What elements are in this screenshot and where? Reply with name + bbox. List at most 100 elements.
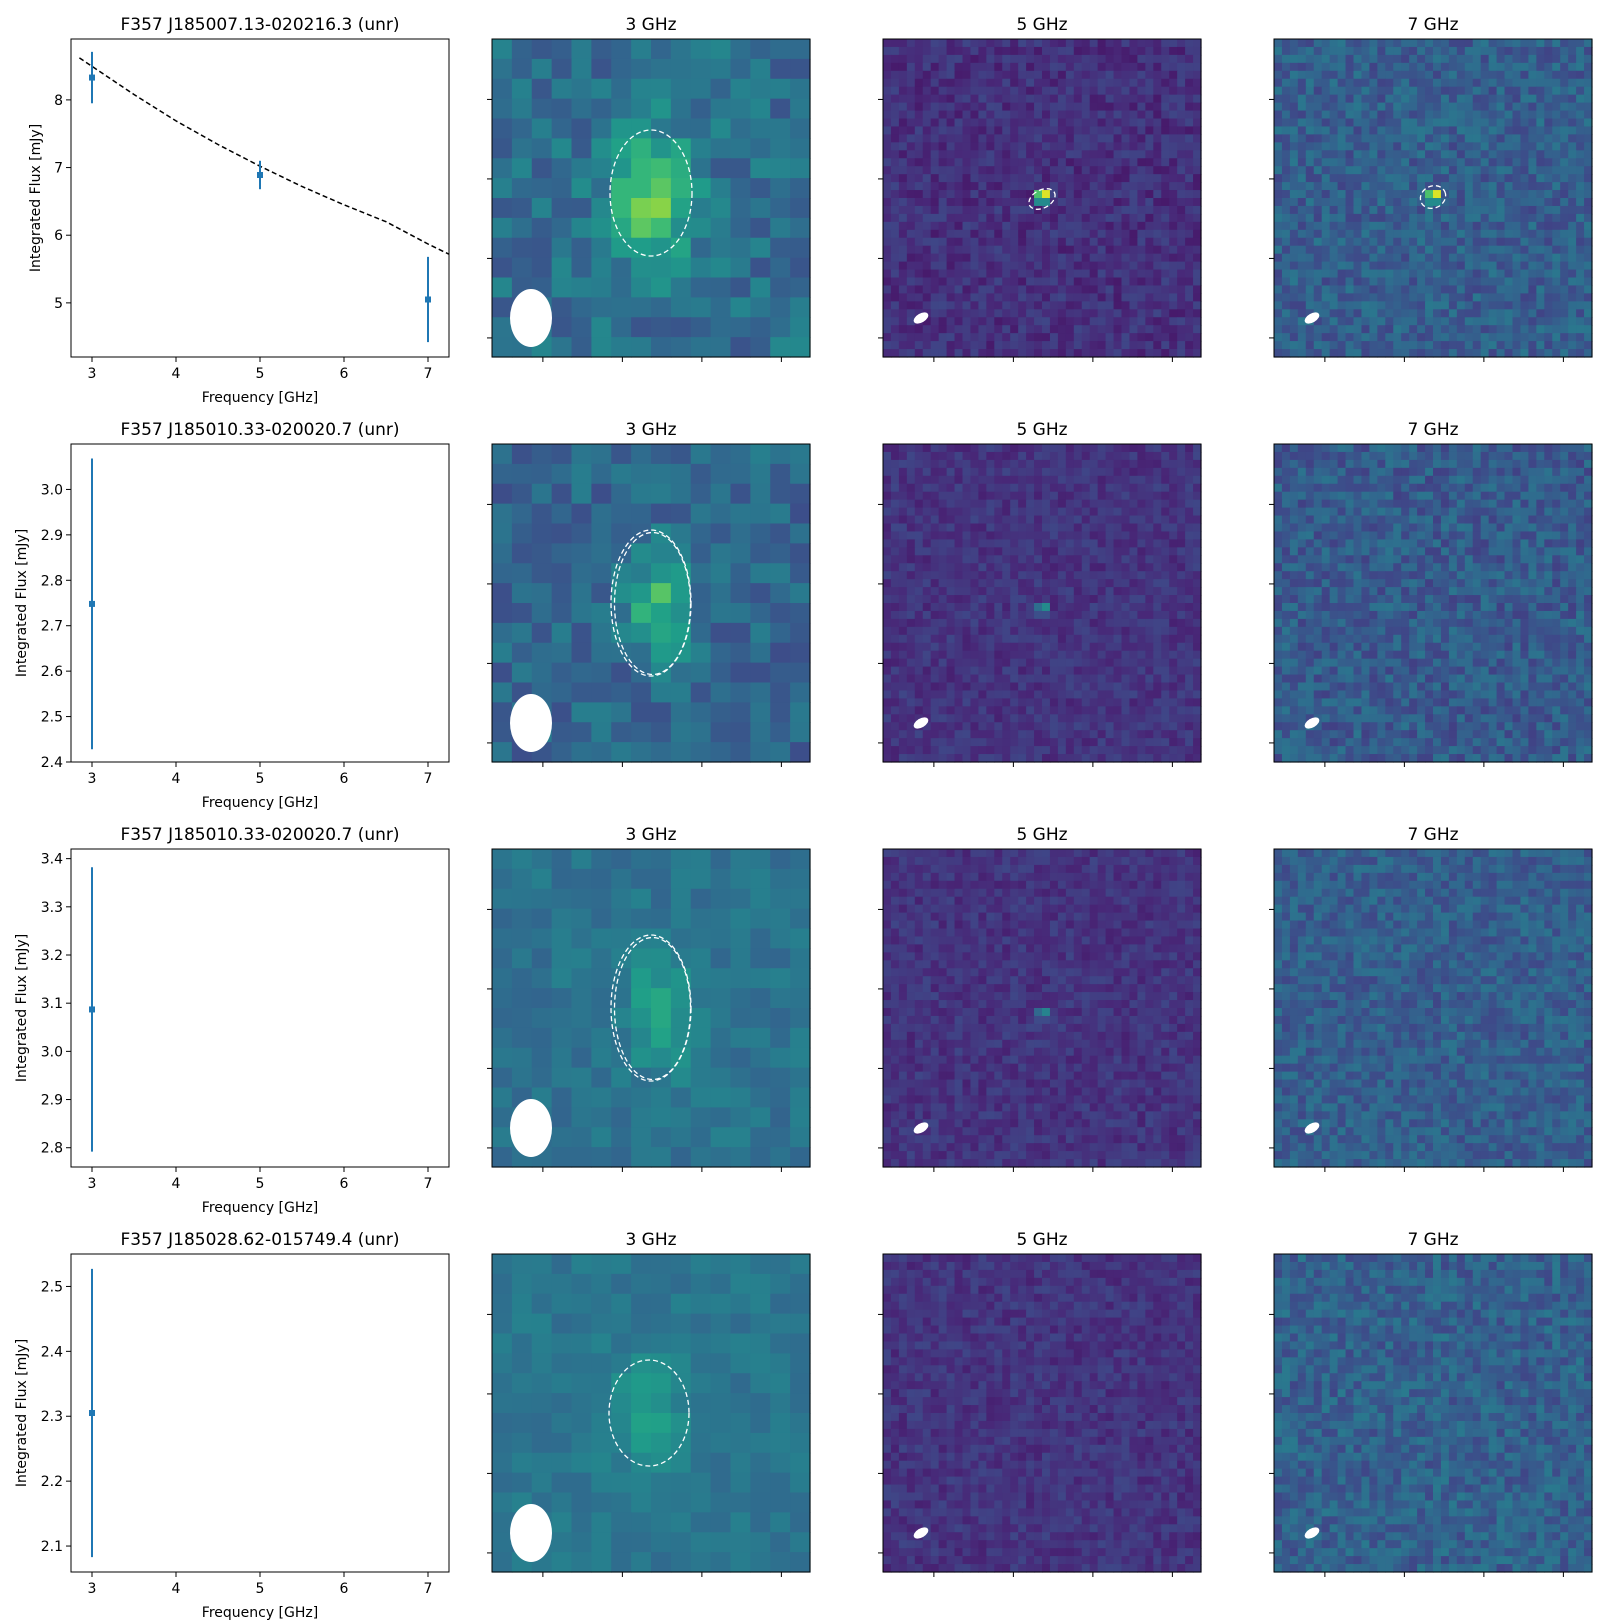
pixel bbox=[1026, 309, 1035, 318]
pixel bbox=[914, 555, 924, 564]
pixel bbox=[1129, 451, 1138, 461]
pixel bbox=[1034, 205, 1043, 215]
pixel bbox=[906, 610, 916, 620]
pixel bbox=[922, 166, 932, 175]
pixel bbox=[1161, 634, 1170, 644]
pixel bbox=[1536, 86, 1545, 96]
pixel bbox=[1504, 325, 1514, 334]
pixel bbox=[551, 444, 573, 465]
pixel bbox=[710, 277, 732, 298]
pixel bbox=[1129, 325, 1138, 334]
pixel bbox=[1065, 341, 1075, 350]
pixel bbox=[1448, 134, 1458, 143]
pixel bbox=[1161, 46, 1170, 56]
pixel bbox=[1097, 70, 1107, 80]
pixel bbox=[1026, 269, 1035, 279]
pixel bbox=[790, 483, 811, 505]
pixel bbox=[1073, 166, 1083, 175]
pixel bbox=[962, 293, 972, 302]
pixel bbox=[1018, 610, 1027, 620]
pixel bbox=[1097, 110, 1107, 120]
pixel bbox=[1409, 142, 1418, 151]
pixel bbox=[1448, 86, 1458, 96]
pixel bbox=[946, 229, 956, 239]
pixel bbox=[1448, 78, 1458, 88]
pixel bbox=[1042, 46, 1051, 56]
pixel bbox=[1552, 325, 1561, 334]
pixel bbox=[1121, 229, 1131, 239]
pixel bbox=[631, 198, 652, 219]
pixel bbox=[1129, 102, 1138, 112]
pixel bbox=[1560, 174, 1569, 183]
pixel bbox=[1560, 221, 1569, 231]
pixel bbox=[1480, 269, 1490, 279]
pixel bbox=[1321, 54, 1331, 64]
pixel bbox=[492, 722, 513, 743]
pixel bbox=[1329, 118, 1339, 128]
pixel bbox=[1456, 237, 1466, 247]
pixel bbox=[1560, 110, 1569, 120]
pixel bbox=[1018, 507, 1027, 517]
pixel bbox=[1417, 78, 1426, 88]
pixel bbox=[1464, 118, 1474, 128]
pixel bbox=[1049, 563, 1059, 572]
pixel bbox=[1297, 86, 1307, 96]
pixel bbox=[978, 182, 987, 191]
pixel bbox=[571, 722, 592, 743]
pixel bbox=[1121, 658, 1131, 668]
pixel bbox=[1073, 150, 1083, 159]
pixel bbox=[1281, 301, 1291, 310]
pixel bbox=[1337, 277, 1347, 287]
pixel bbox=[1177, 253, 1186, 263]
pixel bbox=[651, 662, 672, 684]
pixel bbox=[883, 86, 892, 96]
pixel bbox=[1137, 221, 1146, 231]
pixel bbox=[1105, 634, 1115, 644]
pixel bbox=[970, 444, 979, 453]
pixel bbox=[1448, 293, 1458, 302]
pixel bbox=[1528, 54, 1537, 64]
pixel bbox=[1321, 277, 1331, 287]
pixel bbox=[790, 39, 811, 60]
pixel bbox=[938, 587, 948, 596]
pixel bbox=[690, 742, 712, 763]
pixel bbox=[1057, 444, 1067, 453]
pixel bbox=[1105, 54, 1115, 64]
pixel bbox=[1536, 277, 1545, 287]
pixel bbox=[1297, 349, 1307, 358]
pixel bbox=[1504, 245, 1514, 255]
pixel bbox=[1153, 317, 1162, 326]
pixel bbox=[1089, 229, 1099, 239]
pixel bbox=[1313, 166, 1323, 175]
pixel bbox=[1153, 39, 1162, 48]
pixel bbox=[883, 54, 892, 64]
pixel bbox=[1010, 634, 1019, 644]
pixel bbox=[946, 126, 956, 135]
pixel bbox=[1329, 333, 1339, 342]
pixel bbox=[1289, 78, 1299, 88]
pixel bbox=[1153, 86, 1162, 96]
pixel bbox=[1042, 499, 1051, 509]
pixel bbox=[890, 86, 900, 96]
pixel bbox=[1018, 39, 1027, 48]
pixel bbox=[611, 277, 632, 298]
pixel bbox=[938, 285, 948, 294]
pixel bbox=[954, 603, 964, 612]
pixel bbox=[1369, 229, 1378, 239]
pixel bbox=[970, 610, 979, 620]
pixel bbox=[1568, 174, 1577, 183]
pixel bbox=[1385, 134, 1394, 143]
pixel bbox=[770, 523, 791, 544]
pixel bbox=[511, 543, 533, 564]
pixel bbox=[1313, 174, 1323, 183]
pixel bbox=[1145, 301, 1154, 310]
pixel bbox=[591, 463, 612, 485]
pixel bbox=[938, 507, 948, 517]
pixel bbox=[1480, 142, 1490, 151]
pixel bbox=[1512, 317, 1522, 326]
pixel bbox=[1010, 325, 1019, 334]
pixel bbox=[954, 221, 964, 231]
pixel bbox=[1105, 142, 1115, 151]
pixel bbox=[1145, 213, 1154, 223]
pixel bbox=[1520, 261, 1529, 271]
